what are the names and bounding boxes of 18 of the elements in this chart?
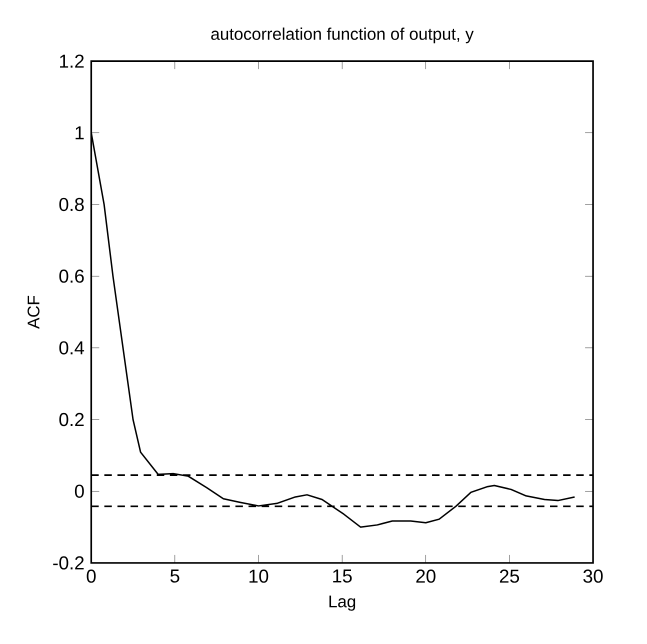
y-tick-label: 0.2 [59,413,84,426]
x-tick-label: 20 [416,570,436,583]
x-tick-label: 25 [500,570,520,583]
y-axis-title: ACF [28,296,40,330]
x-tick-label: 5 [170,570,180,583]
y-tick-label: -0.2 [53,556,84,570]
y-tick-label: 1.2 [60,54,84,68]
y-tick-label: 0.6 [59,270,84,283]
x-tick-label: 15 [333,570,352,583]
x-tick-label: 0 [86,570,96,583]
y-tick-label: 1 [76,126,84,140]
y-tick-label: 0.4 [59,341,84,355]
x-tick-label: 30 [583,570,603,583]
chart-title: autocorrelation function of output, y [211,28,474,44]
y-tick-label: 0.8 [59,198,84,212]
x-tick-label: 10 [250,570,268,583]
x-axis-title: Lag [329,596,356,611]
y-tick-label: 0 [74,484,84,498]
